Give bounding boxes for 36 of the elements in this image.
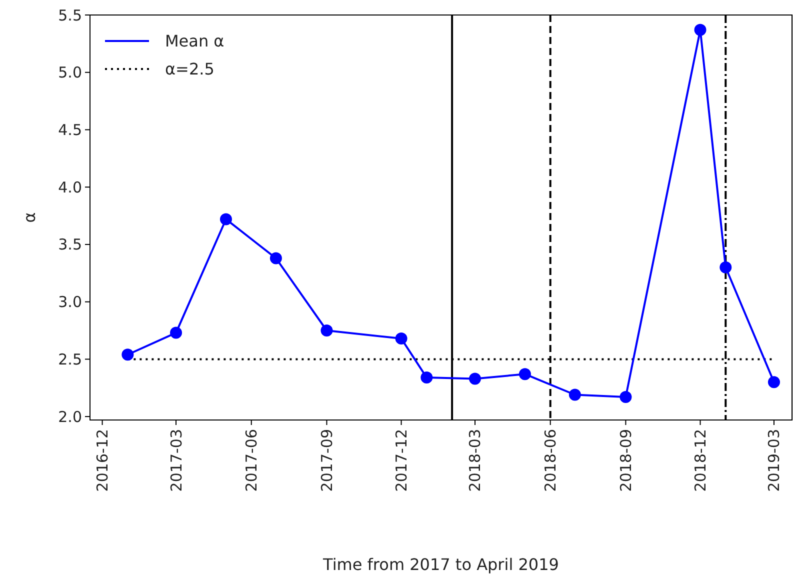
y-tick-label: 2.5	[58, 350, 82, 368]
x-tick-label: 2017-09	[318, 429, 336, 492]
point	[694, 24, 706, 36]
point	[220, 213, 232, 226]
x-tick-label: 2017-06	[242, 429, 261, 492]
y-tick-label: 4.5	[58, 120, 82, 139]
point	[420, 372, 433, 384]
y-tick-label: 4.0	[58, 178, 82, 196]
point	[395, 332, 408, 345]
y-axis-title: α	[20, 212, 39, 223]
x-tick-label: 2016-12	[94, 429, 112, 492]
point	[270, 252, 282, 264]
x-axis-title: Time from 2017 to April 2019	[322, 555, 559, 574]
y-tick-label: 3.5	[58, 236, 82, 254]
point	[620, 391, 632, 404]
point	[720, 261, 732, 274]
point	[468, 372, 481, 385]
point	[768, 376, 780, 388]
x-tick-label: 2017-12	[392, 429, 411, 492]
y-tick-label: 5.0	[58, 64, 82, 82]
point	[122, 348, 134, 361]
x-tick-label: 2017-03	[167, 429, 186, 492]
x-tick-label: 2018-09	[616, 429, 635, 492]
x-tick-label: 2018-12	[692, 429, 710, 492]
point	[518, 368, 531, 380]
legend-label: α=2.5	[165, 60, 214, 79]
legend-label: Mean α	[165, 32, 224, 51]
y-tick-label: 5.5	[58, 6, 82, 24]
point	[320, 324, 333, 337]
y-tick-label: 2.0	[58, 408, 82, 426]
x-tick-label: 2018-03	[466, 429, 484, 492]
point	[170, 326, 182, 339]
point	[568, 388, 581, 401]
x-tick-label: 2018-06	[542, 429, 560, 492]
x-tick-label: 2019-03	[765, 429, 784, 492]
y-tick-label: 3.0	[58, 293, 82, 312]
